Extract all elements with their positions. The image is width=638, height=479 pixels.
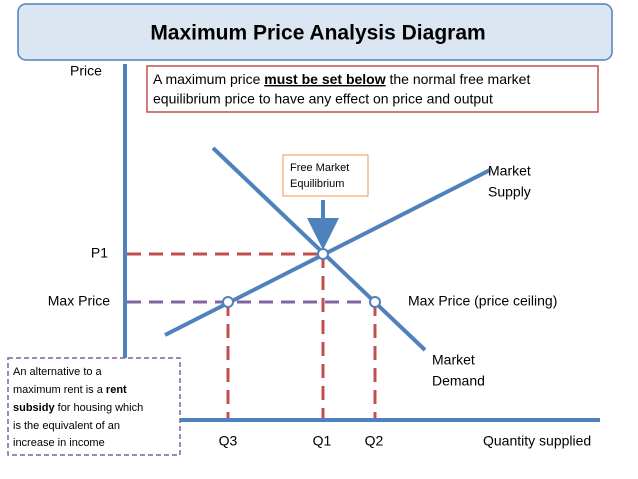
side-note-line: increase in income [13, 437, 105, 449]
q1-label: Q1 [313, 433, 332, 449]
side-note-line: subsidy for housing which [13, 402, 143, 414]
note-box [146, 65, 599, 113]
title: Maximum Price Analysis Diagram [150, 22, 485, 45]
equilibrium-label: Free Market [290, 162, 349, 174]
supply-label: Supply [488, 184, 531, 200]
demand-label: Demand [432, 373, 485, 389]
equilibrium-point [317, 248, 329, 260]
side-note-box [7, 357, 181, 456]
side-note-emphasis: subsidy [13, 402, 55, 414]
side-note-text: is the equivalent of an [13, 420, 120, 432]
equilibrium-box [282, 154, 369, 197]
note-text: the normal free market [386, 71, 531, 87]
note-emphasis: must be set below [264, 71, 385, 87]
side-note-text: An alternative to a [13, 366, 103, 378]
ceiling-label: Max Price (price ceiling) [408, 293, 557, 309]
q3-label: Q3 [219, 433, 238, 449]
max-price-label: Max Price [48, 293, 110, 309]
supply-point [222, 296, 234, 308]
note-text: A maximum price [153, 71, 264, 87]
side-note-line: is the equivalent of an [13, 420, 120, 432]
side-note-line: maximum rent is a rent [13, 384, 127, 396]
side-note-text: for housing which [55, 402, 144, 414]
note-line: equilibrium price to have any effect on … [153, 91, 493, 107]
y-axis-label: Price [70, 63, 102, 79]
x-axis-label: Quantity supplied [483, 433, 591, 449]
title-box [17, 3, 613, 61]
side-note-text: maximum rent is a [13, 384, 106, 396]
demand-point [369, 296, 381, 308]
note-line: A maximum price must be set below the no… [153, 71, 530, 87]
demand-label: Market [432, 352, 475, 368]
side-note-text: increase in income [13, 437, 105, 449]
equilibrium-label: Equilibrium [290, 178, 344, 190]
side-note-line: An alternative to a [13, 366, 103, 378]
p1-label: P1 [91, 245, 108, 261]
q2-label: Q2 [365, 433, 384, 449]
supply-label: Market [488, 163, 531, 179]
side-note-emphasis: rent [106, 384, 127, 396]
